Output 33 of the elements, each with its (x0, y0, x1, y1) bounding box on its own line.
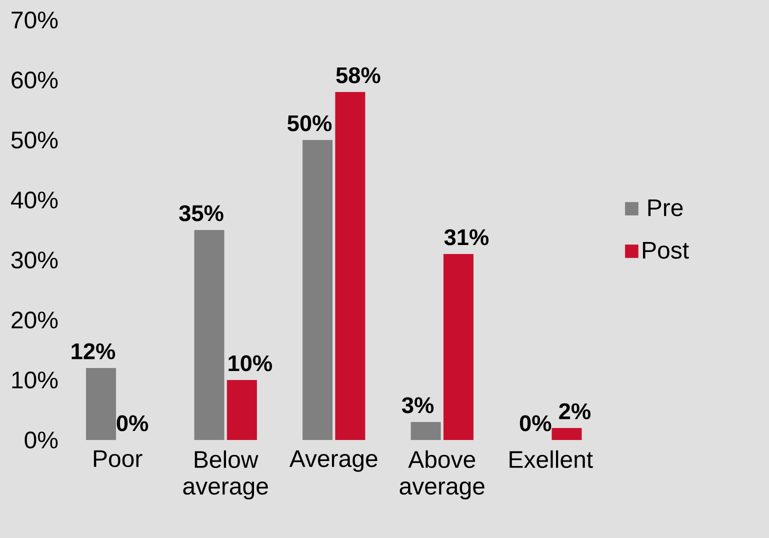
x-tick-label: Below average (183, 450, 268, 500)
bar (194, 230, 224, 440)
bar (226, 380, 257, 440)
data-label: 10% (228, 355, 272, 372)
bar (86, 368, 116, 440)
x-tick-label: Poor (94, 450, 142, 468)
bar (443, 254, 474, 440)
bar (410, 422, 441, 440)
y-tick-label: 30% (11, 251, 58, 268)
bar (335, 92, 366, 440)
data-label: 12% (72, 343, 116, 360)
data-label: 31% (444, 229, 489, 246)
y-tick-label: 20% (12, 311, 58, 328)
data-label: 3% (402, 397, 434, 414)
x-tick-label: Exellent (510, 450, 593, 468)
data-label: 50% (288, 115, 332, 132)
y-tick-label: 70% (12, 11, 58, 28)
data-label: 58% (336, 67, 380, 84)
data-label: 35% (179, 205, 224, 222)
y-tick-label: 0% (24, 431, 58, 448)
x-tick-label: Above average (400, 450, 484, 500)
y-tick-label: 40% (11, 191, 58, 208)
legend-label: Post (643, 242, 689, 259)
data-label: 0% (520, 415, 552, 432)
data-label: 2% (559, 403, 591, 420)
y-tick-label: 60% (12, 71, 58, 88)
bar (302, 140, 333, 440)
bar (552, 428, 582, 440)
y-tick-label: 10% (12, 371, 58, 388)
legend-label: Pre (648, 199, 683, 216)
x-tick-label: Average (289, 450, 378, 472)
y-tick-label: 50% (11, 131, 58, 148)
data-label: 0% (116, 415, 148, 432)
